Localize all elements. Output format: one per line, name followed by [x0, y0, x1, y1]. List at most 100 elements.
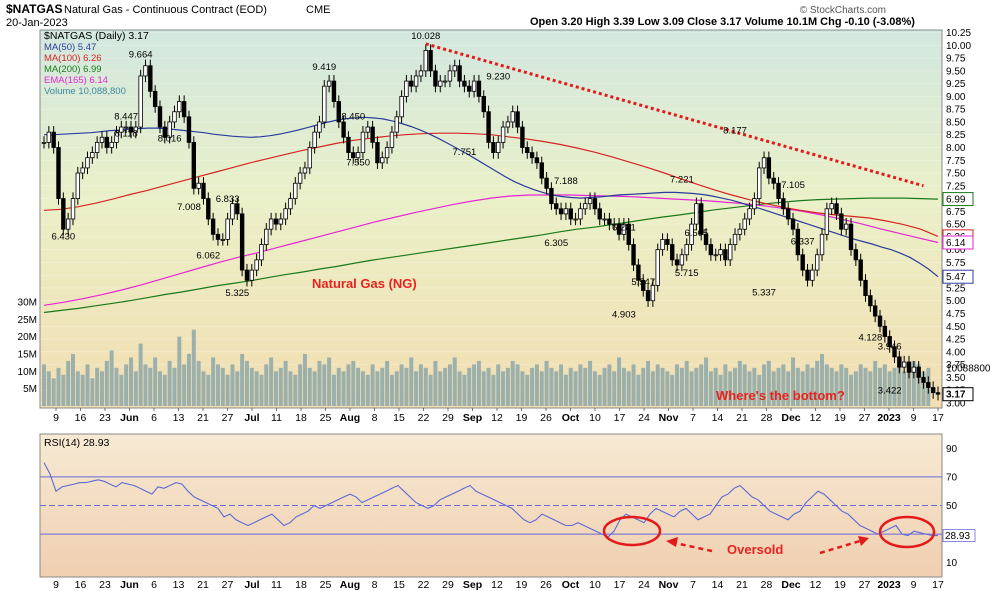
candle-body [442, 80, 448, 83]
candle-body [655, 249, 660, 286]
candle-body [583, 203, 588, 210]
rsi-axis: 907050301028.93 [40, 444, 976, 569]
volume-bar [911, 360, 916, 406]
time-tick-label: 2023 [877, 579, 901, 591]
value-marker-box [942, 387, 974, 402]
volume-bar [409, 357, 414, 406]
volume-bar [177, 336, 182, 406]
volume-bar [186, 353, 191, 406]
time-tick-label: 23 [99, 579, 111, 591]
time-tick-label: 15 [393, 579, 405, 591]
candle-body [85, 157, 90, 169]
candle-body [244, 269, 250, 281]
candle-body [868, 295, 873, 307]
volume-bar [887, 371, 892, 406]
time-tick-label: 8 [372, 579, 378, 591]
time-tick-label: 19 [834, 579, 846, 591]
time-tick-label: Sep [463, 412, 482, 424]
price-tick-label: 3.00 [946, 398, 966, 409]
candle-body [177, 101, 182, 113]
candle-body [365, 126, 370, 133]
volume-bar [878, 367, 883, 406]
candle-body [621, 223, 627, 235]
price-annotation: 10.028 [411, 31, 440, 42]
volume-bar [810, 367, 815, 406]
candle-body [597, 208, 602, 220]
quote-summary: Open 3.20 High 3.39 Low 3.09 Close 3.17 … [530, 16, 915, 28]
volume-bar [733, 367, 738, 406]
price-legend: $NATGAS (Daily) 3.17 MA(50) 5.47 MA(100)… [44, 30, 149, 97]
time-tick-label: 14 [712, 579, 724, 591]
volume-bar [433, 360, 438, 406]
candle-body [181, 101, 187, 118]
candle-body [312, 131, 317, 148]
candle-body [529, 152, 535, 159]
candle-body [558, 208, 564, 215]
volume-bar [742, 364, 747, 406]
candle-body [737, 228, 743, 235]
volume-bar [148, 367, 153, 406]
rsi-line [43, 462, 939, 538]
volume-bar [365, 374, 370, 406]
candle-body [186, 116, 192, 143]
candle-body [834, 203, 839, 215]
volume-bar [95, 367, 100, 406]
volume-bar [670, 374, 675, 406]
volume-bar [259, 374, 264, 406]
volume-bar [85, 364, 90, 406]
time-tick-label: 21 [197, 412, 209, 424]
candle-body [747, 208, 752, 220]
candle-body [61, 198, 66, 230]
volume-bar [356, 367, 361, 406]
time-tick-label: 9 [53, 579, 59, 591]
price-labels: 9.664 8.447 8.118 8.016 6.430 7.008 6.833 6.062… [51, 31, 901, 396]
price-annotation: 6.281 [612, 222, 636, 233]
candle-body [259, 244, 264, 261]
time-tick-label: 11 [271, 412, 282, 424]
volume-tick-label: 5M [23, 384, 37, 395]
volume-bar [757, 374, 762, 406]
volume-bar [244, 360, 249, 406]
candle-body [819, 233, 825, 256]
candle-body [288, 198, 293, 210]
volume-bar [191, 329, 196, 406]
candle-body [41, 141, 47, 144]
price-annotation: 6.305 [544, 238, 568, 249]
candle-body [201, 182, 206, 199]
volume-bar [462, 374, 467, 406]
volume-tick-label: 30M [18, 297, 37, 308]
price-annotation: 4.903 [612, 310, 636, 321]
legend-ma50: MA(50) 5.47 [44, 42, 96, 53]
volume-bar [689, 371, 694, 406]
volume-bar [520, 371, 525, 406]
price-annotation: 7.550 [346, 157, 370, 168]
volume-bar [631, 364, 636, 406]
volume-tick-label: 25M [18, 315, 37, 326]
price-annotation: 8.016 [158, 134, 182, 145]
time-tick-label: 12 [810, 412, 822, 424]
volume-bar [602, 367, 607, 406]
candle-body [510, 111, 515, 123]
volume-bar [882, 364, 887, 406]
price-tick-label: 6.00 [946, 245, 966, 256]
time-tick-label: 17 [614, 579, 626, 591]
candle-body [544, 177, 549, 189]
candle-body [326, 80, 332, 87]
price-annotation: 9.230 [486, 72, 510, 83]
time-tick-label: 9 [53, 412, 59, 424]
price-tick-label: 7.25 [946, 181, 966, 192]
volume-bar [873, 360, 878, 406]
rsi-tick-label: 90 [946, 444, 958, 455]
volume-bar [394, 371, 399, 406]
volume-bar [791, 357, 796, 406]
candle-body [471, 80, 477, 92]
volume-bar [273, 371, 278, 406]
time-tick-label: 25 [320, 412, 332, 424]
volume-bars [42, 329, 931, 406]
volume-bar [829, 367, 834, 406]
candle-body [554, 203, 559, 210]
time-tick-label: 12 [491, 579, 503, 591]
volume-bar [781, 364, 786, 406]
legend-ma100: MA(100) 6.26 [44, 53, 102, 64]
candle-body [670, 244, 675, 261]
